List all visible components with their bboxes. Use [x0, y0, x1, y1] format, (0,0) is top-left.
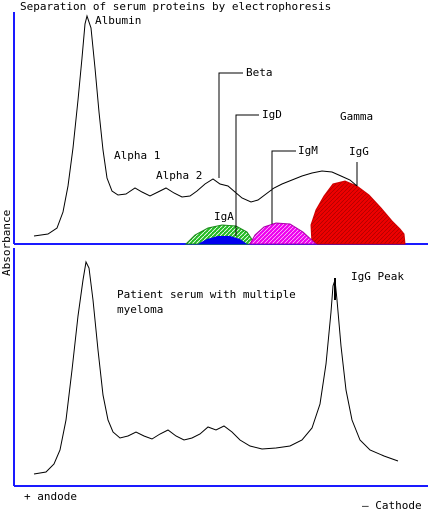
- axes: [13, 12, 428, 487]
- diagram-title: Separation of serum proteins by electrop…: [20, 0, 331, 13]
- label-igg-peak: IgG Peak: [351, 270, 404, 283]
- cathode-label: — Cathode: [362, 499, 422, 512]
- patient-caption-line1: Patient serum with multiple: [117, 288, 296, 301]
- label-albumin: Albumin: [95, 14, 141, 27]
- igd-fraction: [198, 236, 247, 244]
- label-alpha1: Alpha 1: [114, 149, 160, 162]
- patient-caption-line2: myeloma: [117, 303, 163, 316]
- label-beta: Beta: [246, 66, 273, 79]
- igg-fraction: [310, 180, 406, 245]
- label-igm: IgM: [298, 144, 318, 157]
- label-alpha2: Alpha 2: [156, 169, 202, 182]
- anode-label: + andode: [24, 490, 77, 503]
- serum-protein-curve: [33, 14, 358, 237]
- label-igd: IgD: [262, 108, 282, 121]
- beta-leader: [218, 72, 243, 178]
- igm-leader: [271, 150, 296, 224]
- igm-fraction: [249, 222, 318, 245]
- label-igg: IgG: [349, 145, 369, 158]
- label-gamma: Gamma: [340, 110, 373, 123]
- label-iga: IgA: [214, 210, 234, 223]
- y-axis-label: Absorbance: [0, 210, 13, 276]
- igd-leader: [235, 114, 259, 236]
